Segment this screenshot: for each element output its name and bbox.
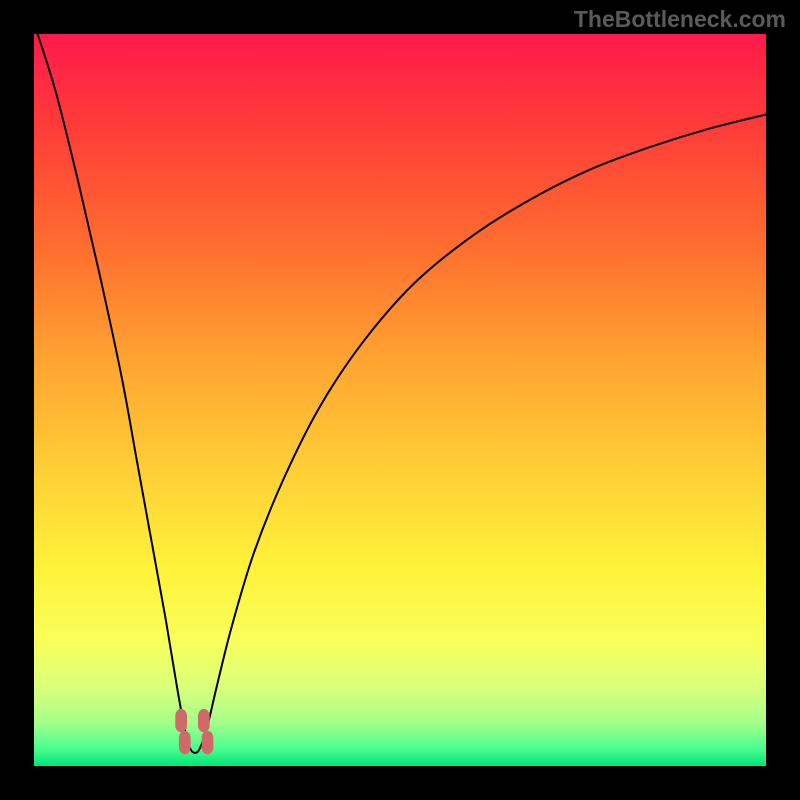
watermark-text: TheBottleneck.com bbox=[574, 6, 786, 33]
marker-point bbox=[198, 709, 210, 732]
marker-point bbox=[175, 709, 187, 732]
chart-svg bbox=[34, 34, 766, 766]
plot-area bbox=[34, 34, 766, 766]
chart-container: TheBottleneck.com bbox=[0, 0, 800, 800]
marker-point bbox=[179, 731, 191, 754]
marker-point bbox=[202, 731, 214, 754]
gradient-background bbox=[34, 34, 766, 766]
